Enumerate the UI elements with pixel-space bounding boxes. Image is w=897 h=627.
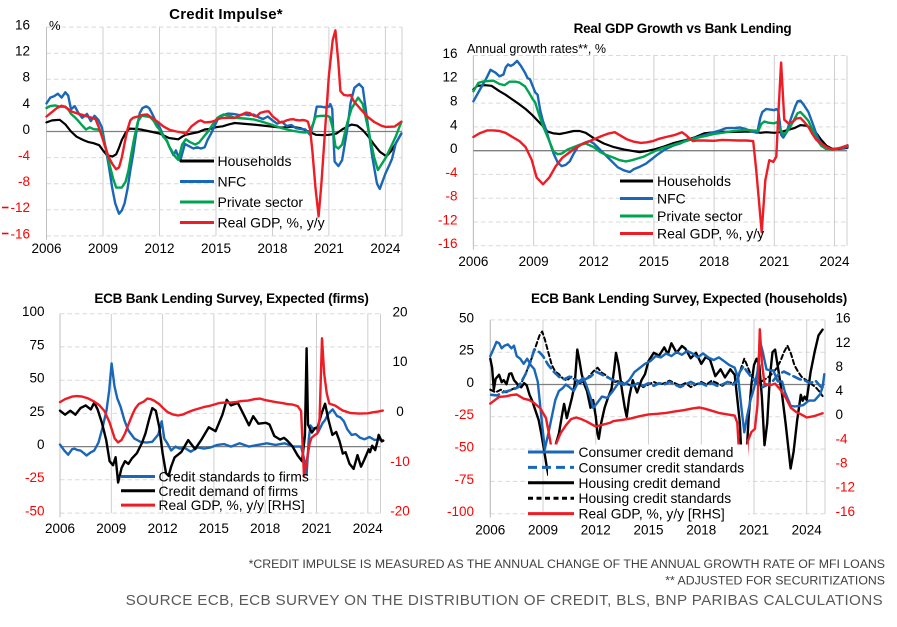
svg-text:2021: 2021: [301, 521, 331, 536]
svg-text:2012: 2012: [148, 521, 178, 536]
svg-text:2009: 2009: [528, 523, 558, 538]
svg-text:-4: -4: [445, 165, 457, 180]
svg-text:ECB Bank Lending Survey, Expec: ECB Bank Lending Survey, Expected (firms…: [94, 291, 368, 306]
svg-text:Private sector: Private sector: [657, 208, 743, 224]
svg-text:-25: -25: [454, 407, 474, 422]
svg-text:16: 16: [836, 311, 851, 326]
svg-text:2018: 2018: [257, 241, 287, 256]
svg-text:** ADJUSTED FOR SECURITIZATION: ** ADJUSTED FOR SECURITIZATIONS: [665, 574, 885, 588]
svg-text:SOURCE ECB, ECB SURVEY ON THE: SOURCE ECB, ECB SURVEY ON THE DISTRIBUTI…: [126, 592, 883, 609]
svg-text:16: 16: [15, 18, 30, 33]
svg-text:%: %: [49, 18, 61, 33]
svg-text:2024: 2024: [819, 254, 850, 269]
svg-text:50: 50: [29, 371, 44, 386]
svg-text:Housing credit standards: Housing credit standards: [579, 491, 732, 506]
svg-text:2021: 2021: [759, 254, 789, 269]
svg-text:2018: 2018: [250, 521, 280, 536]
svg-text:Consumer credit demand: Consumer credit demand: [579, 445, 734, 460]
svg-text:-4: -4: [18, 148, 30, 163]
svg-text:50: 50: [459, 310, 474, 325]
svg-text:2015: 2015: [201, 241, 231, 256]
svg-text:Private sector: Private sector: [218, 194, 304, 210]
svg-text:Annual growth rates**, %: Annual growth rates**, %: [467, 42, 606, 56]
svg-text:Real GDP, %, y/y: Real GDP, %, y/y: [657, 226, 764, 242]
svg-text:2009: 2009: [88, 241, 118, 256]
svg-text:2012: 2012: [144, 241, 174, 256]
svg-text:Real GDP, %, y/y [RHS]: Real GDP, %, y/y [RHS]: [579, 507, 725, 522]
svg-text:2006: 2006: [45, 521, 75, 536]
svg-text:2021: 2021: [739, 523, 769, 538]
svg-text:2015: 2015: [639, 254, 669, 269]
svg-text:0: 0: [836, 407, 844, 422]
svg-text:-8: -8: [836, 456, 848, 471]
svg-text:2024: 2024: [792, 523, 823, 538]
svg-text:2006: 2006: [475, 523, 505, 538]
svg-text:20: 20: [392, 304, 407, 319]
svg-text:0: 0: [450, 141, 458, 156]
svg-text:ECB Bank Lending Survey, Expec: ECB Bank Lending Survey, Expected (house…: [531, 291, 847, 306]
svg-text:2006: 2006: [458, 254, 488, 269]
svg-text:NFC: NFC: [657, 191, 686, 207]
svg-text:2024: 2024: [353, 521, 384, 536]
svg-text:Real GDP, %, y/y [RHS]: Real GDP, %, y/y [RHS]: [159, 498, 305, 513]
svg-text:12: 12: [836, 335, 851, 350]
svg-text:Credit demand of firms: Credit demand of firms: [159, 484, 299, 499]
svg-text:12: 12: [442, 70, 457, 85]
svg-text:Households: Households: [657, 173, 731, 189]
svg-text:-20: -20: [390, 504, 410, 519]
svg-text:-12: -12: [836, 480, 856, 495]
svg-text:-12: -12: [10, 200, 30, 215]
svg-text:12: 12: [15, 44, 30, 59]
svg-text:2015: 2015: [633, 523, 663, 538]
svg-text:Consumer credit standards: Consumer credit standards: [579, 460, 745, 475]
svg-text:0: 0: [22, 122, 30, 137]
svg-text:Credit standards to firms: Credit standards to firms: [159, 470, 309, 485]
svg-text:2024: 2024: [370, 241, 401, 256]
svg-text:-75: -75: [454, 472, 474, 487]
svg-text:25: 25: [29, 404, 44, 419]
svg-text:8: 8: [450, 94, 458, 109]
svg-text:0: 0: [466, 375, 474, 390]
svg-text:2018: 2018: [699, 254, 729, 269]
svg-text:2009: 2009: [96, 521, 126, 536]
svg-text:16: 16: [442, 46, 457, 61]
svg-text:*CREDIT IMPULSE IS MEASURED AS: *CREDIT IMPULSE IS MEASURED AS THE ANNUA…: [249, 557, 885, 571]
svg-text:-4: -4: [836, 431, 848, 446]
svg-text:-16: -16: [836, 504, 856, 519]
svg-text:8: 8: [836, 359, 844, 374]
svg-text:100: 100: [22, 304, 45, 319]
svg-text:-50: -50: [25, 504, 45, 519]
svg-text:NFC: NFC: [218, 174, 247, 190]
svg-text:4: 4: [836, 383, 844, 398]
svg-text:4: 4: [22, 96, 30, 111]
svg-text:10: 10: [392, 354, 407, 369]
svg-text:2015: 2015: [199, 521, 229, 536]
svg-text:2012: 2012: [579, 254, 609, 269]
svg-text:2018: 2018: [686, 523, 716, 538]
svg-text:8: 8: [22, 70, 30, 85]
svg-text:2012: 2012: [581, 523, 611, 538]
svg-text:-10: -10: [390, 454, 410, 469]
svg-text:Housing credit demand: Housing credit demand: [579, 476, 721, 491]
svg-text:0: 0: [396, 404, 404, 419]
svg-text:-12: -12: [438, 212, 458, 227]
svg-text:-16: -16: [10, 226, 30, 241]
svg-text:-100: -100: [447, 504, 474, 519]
svg-text:Real GDP, %, y/y: Real GDP, %, y/y: [218, 215, 325, 231]
svg-text:-16: -16: [438, 236, 458, 251]
svg-text:-8: -8: [18, 174, 30, 189]
svg-text:-50: -50: [454, 440, 474, 455]
svg-text:2009: 2009: [519, 254, 549, 269]
svg-text:2006: 2006: [31, 241, 61, 256]
svg-text:75: 75: [29, 337, 44, 352]
svg-text:0: 0: [37, 437, 45, 452]
svg-text:-25: -25: [25, 470, 45, 485]
svg-text:25: 25: [459, 343, 474, 358]
svg-text:2021: 2021: [314, 241, 344, 256]
svg-text:-8: -8: [445, 189, 457, 204]
svg-text:Credit Impulse*: Credit Impulse*: [169, 6, 283, 23]
svg-text:Households: Households: [218, 153, 292, 169]
svg-text:Real GDP Growth vs Bank Lendin: Real GDP Growth vs Bank Lending: [574, 21, 792, 36]
svg-text:4: 4: [450, 117, 458, 132]
